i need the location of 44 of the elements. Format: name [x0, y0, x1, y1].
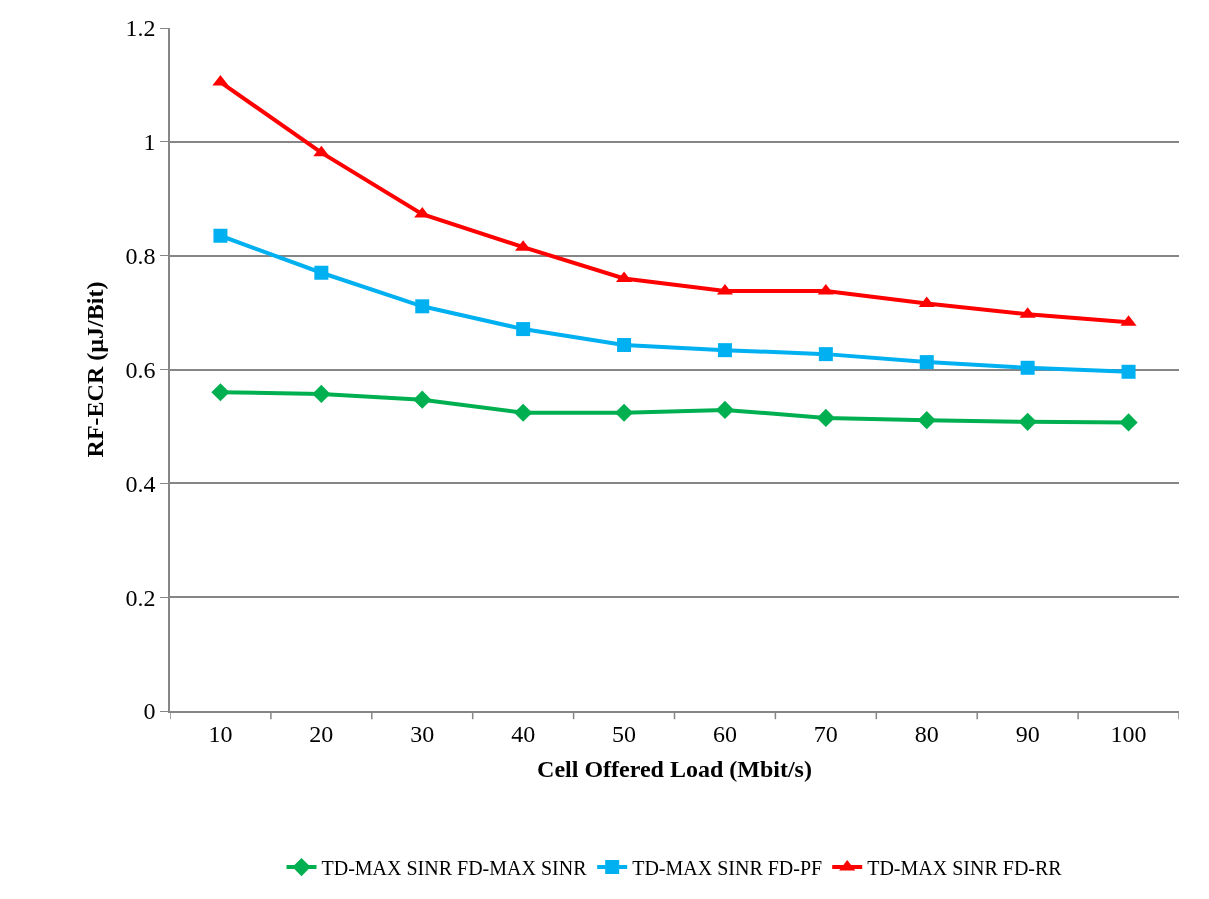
y-tick-label: 1	[143, 129, 156, 156]
x-tick-label: 20	[309, 720, 334, 747]
y-tick-label: 0	[143, 698, 156, 725]
point	[312, 384, 331, 404]
x-axis-title: Cell Offered Load (Mbit/s)	[537, 756, 812, 783]
point	[614, 403, 634, 422]
point	[213, 228, 228, 243]
point	[818, 347, 833, 362]
point	[816, 408, 835, 427]
point	[211, 383, 230, 402]
point	[514, 403, 533, 422]
legend-label: TD-MAX SINR FD-RR	[867, 856, 1063, 879]
point	[413, 390, 432, 409]
point	[919, 355, 934, 370]
point	[1119, 413, 1138, 432]
x-tick-label: 30	[410, 720, 435, 747]
point	[415, 299, 430, 314]
point	[817, 283, 834, 295]
y-tick-label: 0.8	[125, 243, 156, 270]
point	[314, 265, 329, 280]
point	[1121, 364, 1136, 379]
y-tick-label: 1.2	[125, 15, 156, 42]
point	[617, 338, 632, 353]
legend-label: TD-MAX SINR FD-PF	[632, 856, 823, 879]
x-tick-label: 10	[208, 720, 233, 747]
y-tick-label: 0.4	[125, 470, 156, 497]
x-tick-label: 80	[914, 720, 939, 747]
x-tick-label: 50	[612, 720, 637, 747]
point	[313, 145, 330, 157]
x-tick-label: 40	[511, 720, 536, 747]
y-tick-label: 0.6	[125, 356, 156, 383]
point	[717, 343, 732, 358]
x-tick-label: 100	[1110, 720, 1147, 747]
point	[1020, 360, 1035, 375]
y-axis-title: RF-ECR (µJ/Bit)	[82, 281, 109, 458]
x-tick-label: 90	[1015, 720, 1040, 747]
point	[917, 411, 936, 430]
x-tick-label: 60	[712, 720, 737, 747]
point	[715, 400, 735, 420]
point	[1018, 412, 1037, 431]
point	[516, 322, 531, 337]
y-tick-label: 0.2	[125, 584, 156, 611]
x-tick-label: 70	[813, 720, 838, 747]
legend-label: TD-MAX SINR FD-MAX SINR	[321, 856, 588, 879]
